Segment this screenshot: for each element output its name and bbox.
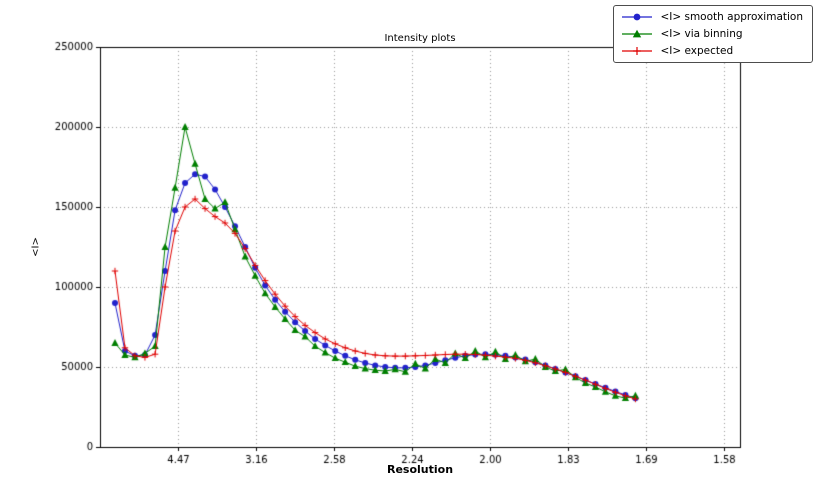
legend-label: <I> via binning <box>660 28 743 40</box>
legend-triangle-marker-icon <box>622 29 653 38</box>
legend-item: <I> via binning <box>620 26 803 42</box>
legend-circle-marker-icon <box>622 13 653 21</box>
legend-label: <I> smooth approximation <box>660 11 803 23</box>
legend-item: <I> expected <box>620 43 803 59</box>
legend-label: <I> expected <box>660 45 734 57</box>
y-axis-label: <I> <box>30 237 42 257</box>
chart-title: Intensity plots <box>384 33 456 44</box>
legend: <I> smooth approximation <I> via binning… <box>613 5 813 63</box>
x-axis-label: Resolution <box>386 463 454 476</box>
legend-item: <I> smooth approximation <box>620 9 803 25</box>
legend-plus-marker-icon <box>622 47 653 55</box>
